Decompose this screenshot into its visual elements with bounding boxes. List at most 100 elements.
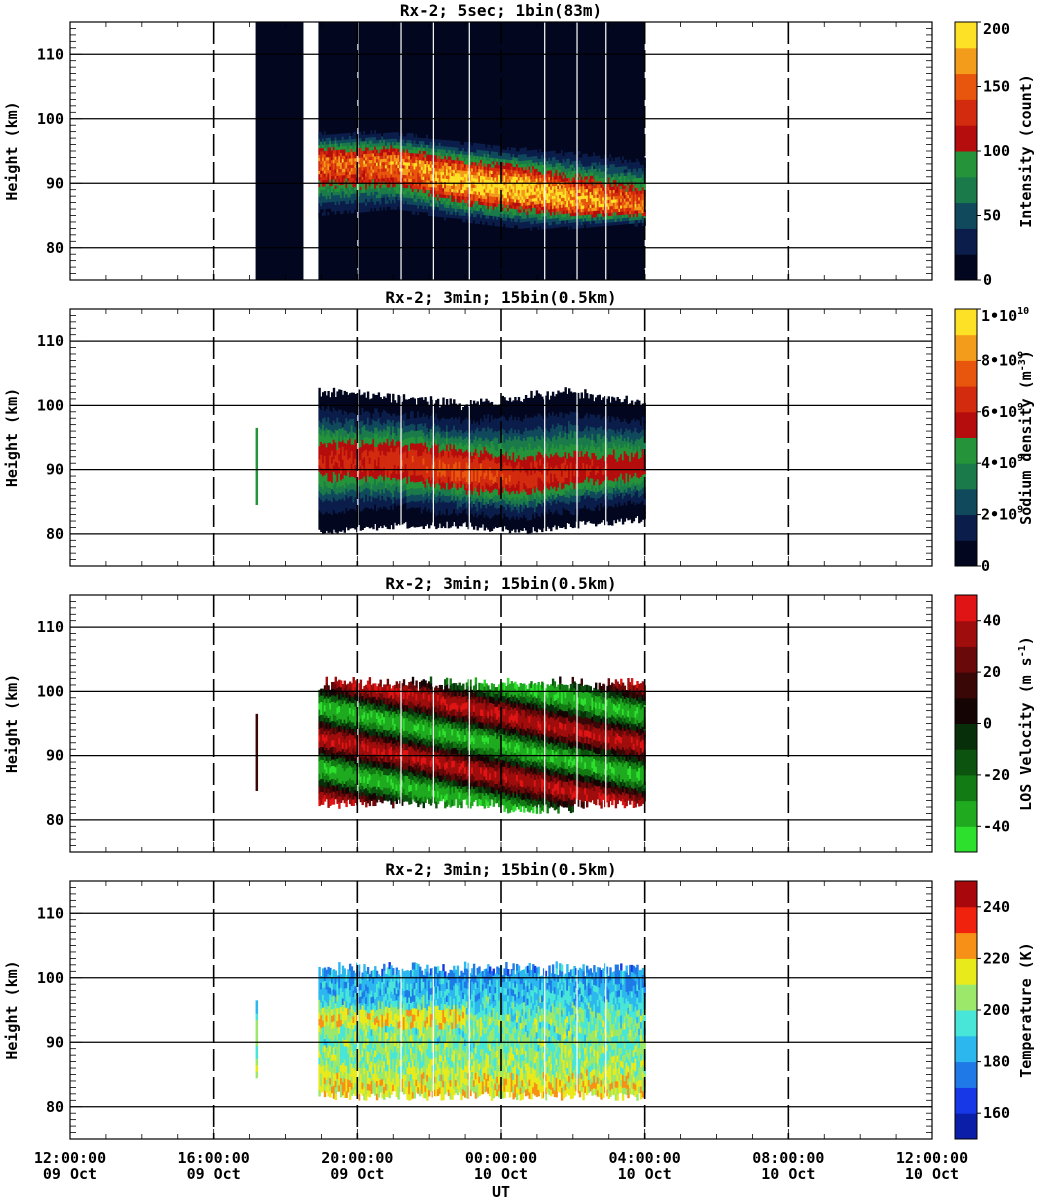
heatmap-cell <box>562 197 566 202</box>
heatmap-cell <box>424 179 427 184</box>
heatmap-cell <box>357 154 361 158</box>
heatmap-cell <box>524 160 528 164</box>
heatmap-cell <box>323 211 327 216</box>
heatmap-cell <box>571 196 574 201</box>
heatmap-cell <box>456 195 460 200</box>
heatmap-cell <box>577 215 580 219</box>
heatmap-cell <box>517 150 521 155</box>
heatmap-cell <box>632 187 636 192</box>
heatmap-cell <box>557 204 560 209</box>
heatmap-cell <box>404 203 407 208</box>
heatmap-cell <box>621 204 625 209</box>
heatmap-cell <box>363 160 366 164</box>
heatmap-cell <box>438 193 442 198</box>
heatmap-cell <box>535 152 539 156</box>
heatmap-cell <box>517 157 521 162</box>
heatmap-cell <box>392 164 395 168</box>
heatmap-cell <box>419 146 422 151</box>
heatmap-cell <box>614 198 618 203</box>
heatmap-cell <box>507 156 510 160</box>
heatmap-cell <box>492 170 495 175</box>
heatmap-cell <box>393 167 397 171</box>
heatmap-cell <box>347 145 350 150</box>
heatmap-cell <box>454 153 458 158</box>
heatmap-cell <box>568 190 571 195</box>
heatmap-cell <box>516 170 519 174</box>
heatmap-cell <box>332 169 336 173</box>
heatmap-cell <box>591 217 594 221</box>
heatmap-cell <box>334 169 337 173</box>
heatmap-cell <box>492 212 495 217</box>
heatmap-cell <box>569 154 573 159</box>
heatmap-cell <box>630 155 634 160</box>
heatmap-cell <box>532 197 535 202</box>
heatmap-cell <box>636 174 639 179</box>
heatmap-cell <box>436 138 440 143</box>
heatmap-cell <box>589 217 592 221</box>
heatmap-cell <box>442 197 445 202</box>
heatmap-cell <box>420 147 424 151</box>
heatmap-cell <box>562 168 566 173</box>
heatmap-cell <box>620 188 623 193</box>
heatmap-cell <box>541 216 544 220</box>
heatmap-cell <box>510 153 513 157</box>
heatmap-cell <box>514 214 517 219</box>
heatmap-cell <box>517 144 521 149</box>
heatmap-cell <box>429 183 433 188</box>
heatmap-cell <box>381 168 384 172</box>
heatmap-cell <box>612 163 616 168</box>
heatmap-cell <box>639 170 643 175</box>
heatmap-cell <box>390 167 393 172</box>
heatmap-cell <box>568 151 571 156</box>
heatmap-cell <box>365 159 368 164</box>
heatmap-cell <box>343 171 346 176</box>
heatmap-cell <box>483 185 486 190</box>
heatmap-cell <box>544 170 548 175</box>
heatmap-cell <box>508 143 512 148</box>
heatmap-cell <box>449 136 452 141</box>
heatmap-cell <box>445 213 449 218</box>
heatmap-cell <box>372 143 375 147</box>
heatmap-cell <box>550 215 553 219</box>
heatmap-cell <box>410 136 413 141</box>
heatmap-cell <box>614 185 618 190</box>
heatmap-cell <box>374 175 377 179</box>
heatmap-cell <box>411 172 415 176</box>
heatmap-cell <box>544 157 548 162</box>
heatmap-cell <box>320 212 323 216</box>
heatmap-cell <box>447 136 451 141</box>
heatmap-cell <box>349 174 352 178</box>
heatmap-cell <box>562 207 566 211</box>
heatmap-cell <box>361 176 364 181</box>
heatmap-cell <box>471 180 474 185</box>
heatmap-cell <box>584 182 587 186</box>
heatmap-cell <box>445 194 449 199</box>
heatmap-cell <box>420 134 424 138</box>
heatmap-cell <box>587 191 591 196</box>
heatmap-cell <box>587 214 591 218</box>
heatmap-cell <box>435 151 438 156</box>
heatmap-cell <box>320 160 323 165</box>
heatmap-cell <box>505 152 508 157</box>
heatmap-cell <box>318 387 321 395</box>
heatmap-cell <box>483 195 486 199</box>
heatmap-cell <box>546 154 549 158</box>
heatmap-cell <box>354 196 357 201</box>
colorbar-tick-label: 200 <box>983 20 1010 38</box>
heatmap-cell <box>501 145 504 150</box>
heatmap-cell <box>562 223 566 227</box>
heatmap-cell <box>383 174 386 179</box>
heatmap-cell <box>521 228 524 232</box>
heatmap-cell <box>521 153 524 158</box>
heatmap-cell <box>589 185 592 189</box>
heatmap-cell <box>483 169 486 174</box>
heatmap-cell <box>354 189 357 194</box>
heatmap-cell <box>521 166 524 171</box>
heatmap-cell <box>356 186 359 191</box>
heatmap-cell <box>489 215 492 219</box>
heatmap-cell <box>616 163 619 167</box>
heatmap-cell <box>595 226 598 231</box>
heatmap-cell <box>399 138 402 143</box>
heatmap-cell <box>318 176 321 181</box>
heatmap-cell <box>605 167 609 172</box>
